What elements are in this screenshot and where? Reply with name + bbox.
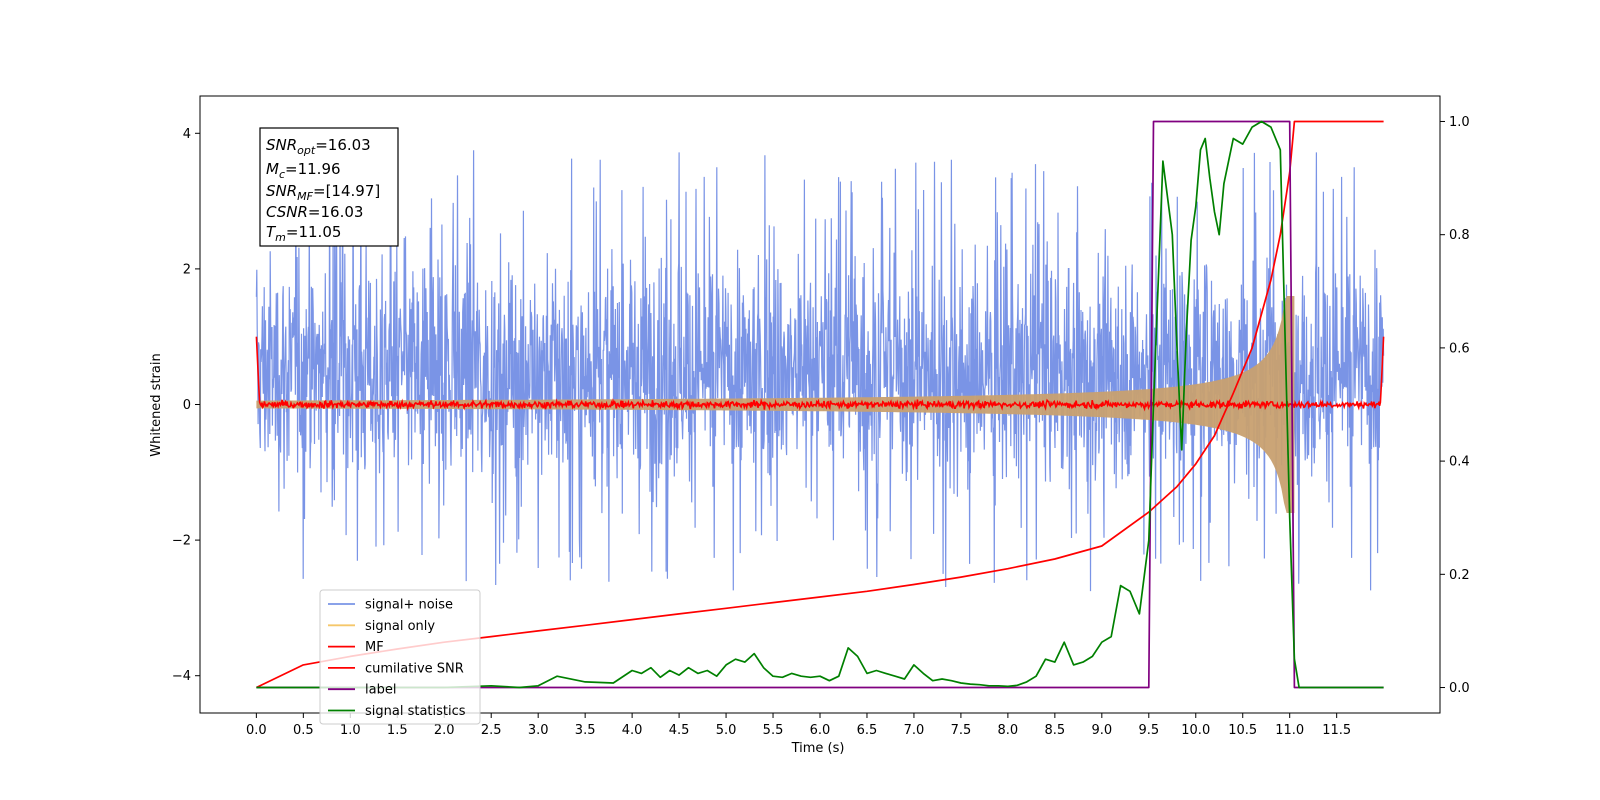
- x-tick-label: 8.5: [1045, 723, 1066, 738]
- x-axis: 0.0 0.5 1.0 1.5 2.0 2.5 3.0 3.5 4.0 4.5 5.0 5.5 6.0 6…: [246, 713, 1351, 738]
- x-tick-label: 3.0: [528, 723, 549, 738]
- x-tick-label: 7.5: [951, 723, 972, 738]
- info-tm: Tm=11.05: [266, 223, 341, 244]
- x-axis-label: Time (s): [791, 741, 845, 756]
- y2-tick-label: 0.6: [1449, 341, 1470, 356]
- legend-frame: [319, 589, 481, 725]
- x-tick-label: 6.0: [810, 723, 831, 738]
- y-tick-label: −2: [172, 534, 191, 549]
- legend-label: cumilative SNR: [365, 661, 464, 676]
- series-mf: [255, 336, 1385, 412]
- legend-label: label: [365, 683, 396, 698]
- series-signal-statistics: [256, 120, 1384, 689]
- x-tick-label: 0.0: [246, 723, 267, 738]
- y-axis-label: Whitened strain: [149, 353, 164, 456]
- x-tick-label: 9.0: [1091, 723, 1112, 738]
- legend-label: signal only: [365, 619, 435, 634]
- y2-tick-label: 0.0: [1449, 681, 1470, 696]
- info-snr-opt: SNRopt=16.03: [266, 136, 371, 157]
- info-csnr: CSNR=16.03: [266, 203, 363, 221]
- series-cumilative-snr: [256, 120, 1384, 689]
- y-tick-label: 4: [183, 127, 191, 142]
- x-tick-label: 10.5: [1228, 723, 1257, 738]
- x-tick-label: 3.5: [575, 723, 596, 738]
- x-tick-label: 2.5: [481, 723, 502, 738]
- plot-area: [255, 120, 1385, 689]
- legend: signal+ noise signal only MF cumilative SNR…: [319, 589, 481, 725]
- left-y-axis: 4 2 0 −2 −4: [172, 127, 200, 684]
- x-tick-label: 9.5: [1138, 723, 1159, 738]
- x-tick-label: 4.0: [622, 723, 643, 738]
- y2-tick-label: 0.2: [1449, 568, 1470, 583]
- series-signal-noise: [255, 150, 1385, 592]
- right-y-axis: 1.0 0.8 0.6 0.4 0.2 0.0: [1440, 115, 1470, 696]
- legend-label: MF: [365, 640, 384, 655]
- info-box: SNRopt=16.03 Mc=11.96 SNRMF=[14.97] CSNR…: [259, 127, 399, 247]
- x-tick-label: 6.5: [857, 723, 878, 738]
- x-tick-label: 2.0: [434, 723, 455, 738]
- x-tick-label: 1.0: [340, 723, 361, 738]
- info-snr-mf: SNRMF=[14.97]: [266, 182, 380, 203]
- info-mc: Mc=11.96: [266, 160, 341, 181]
- y2-tick-label: 0.4: [1449, 455, 1470, 470]
- x-tick-label: 11.5: [1322, 723, 1351, 738]
- y-tick-label: 0: [183, 398, 191, 413]
- x-tick-label: 7.0: [904, 723, 925, 738]
- x-tick-label: 8.0: [998, 723, 1019, 738]
- x-tick-label: 10.0: [1181, 723, 1210, 738]
- x-tick-label: 5.0: [716, 723, 737, 738]
- y-tick-label: −4: [172, 669, 191, 684]
- x-tick-label: 11.0: [1275, 723, 1304, 738]
- y-tick-label: 2: [183, 262, 191, 277]
- legend-label: signal+ noise: [365, 598, 453, 613]
- x-tick-label: 1.5: [387, 723, 408, 738]
- x-tick-label: 0.5: [293, 723, 314, 738]
- x-tick-label: 5.5: [763, 723, 784, 738]
- y2-tick-label: 1.0: [1449, 115, 1470, 130]
- y2-tick-label: 0.8: [1449, 228, 1470, 243]
- info-box-frame: [259, 127, 399, 247]
- legend-label: signal statistics: [365, 704, 466, 719]
- x-tick-label: 4.5: [669, 723, 690, 738]
